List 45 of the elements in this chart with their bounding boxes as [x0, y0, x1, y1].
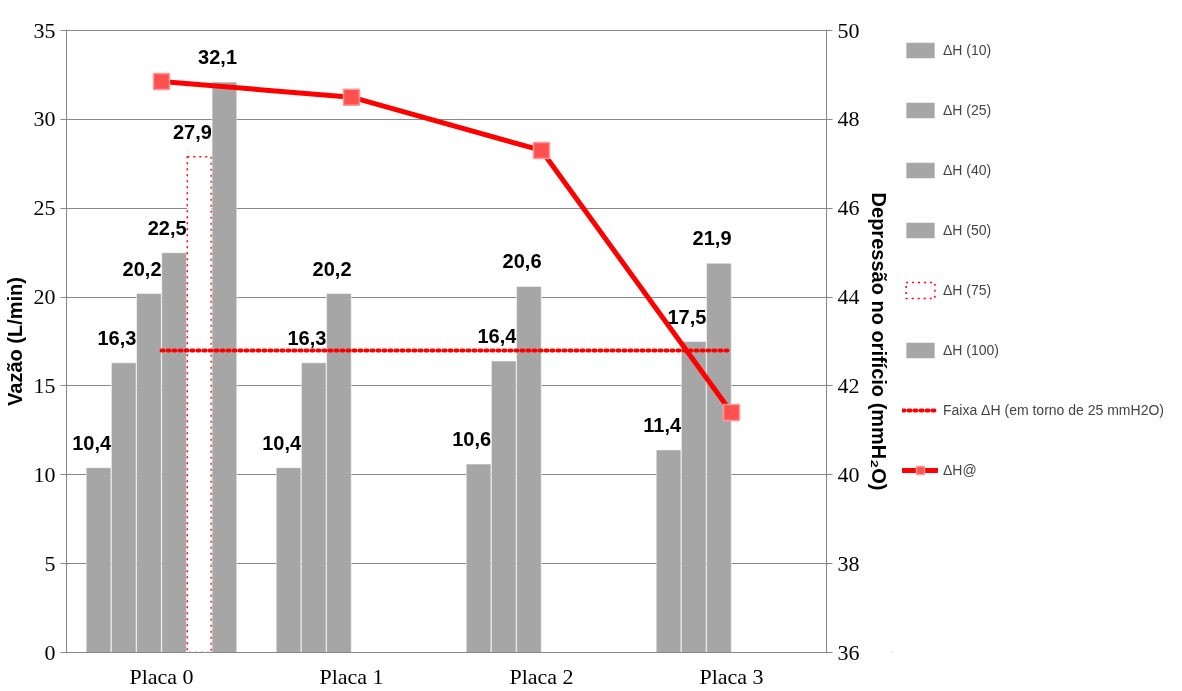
y2-tick-label: 36	[837, 639, 860, 665]
x-tick-label: Placa 1	[319, 663, 384, 689]
y2-tick-label: 38	[837, 550, 860, 576]
legend-label: ΔH@	[943, 462, 977, 478]
data-label: 10,6	[452, 428, 492, 451]
y-tick-label: 10	[33, 461, 56, 487]
legend-label: ΔH (40)	[943, 162, 992, 178]
x-tick-label: Placa 0	[129, 663, 194, 689]
data-label: 32,1	[198, 46, 238, 69]
data-label: 10,4	[72, 431, 113, 454]
x-tick-label: Placa 3	[699, 663, 764, 689]
data-label: 27,9	[172, 120, 212, 143]
y2-tick-label: 50	[837, 17, 860, 43]
y2-tick-label: 42	[837, 372, 860, 398]
data-label: 11,4	[643, 413, 683, 436]
y2-tick-label: 46	[837, 195, 860, 221]
x-tick-label: Placa 2	[509, 663, 574, 689]
data-label: 20,2	[122, 257, 162, 280]
data-label: 20,6	[502, 250, 542, 273]
data-label: 16,4	[477, 325, 518, 348]
data-label: 17,5	[667, 305, 707, 328]
y2-tick-label: 48	[837, 106, 860, 132]
y-tick-label: 20	[33, 284, 56, 310]
data-label: 16,3	[97, 326, 137, 349]
y-tick-label: 0	[44, 639, 56, 665]
legend-label: ΔH (10)	[943, 42, 992, 58]
y-tick-label: 30	[33, 106, 56, 132]
legend-label: ΔH (75)	[943, 282, 992, 298]
data-label: 21,9	[692, 227, 732, 250]
legend-label: ΔH (50)	[943, 222, 992, 238]
y2-tick-label: 44	[837, 284, 860, 310]
data-label: 10,4	[262, 431, 303, 454]
legend-label: Faixa ΔH (em torno de 25 mmH2O)	[943, 402, 1164, 418]
data-label: 22,5	[147, 216, 187, 239]
data-label: 16,3	[287, 326, 327, 349]
y2-axis-title: Depressão no orifício (mmH₂O)	[867, 192, 890, 491]
y-tick-label: 25	[33, 195, 56, 221]
y-tick-label: 15	[33, 372, 56, 398]
y-tick-label: 5	[44, 550, 56, 576]
legend-label: ΔH (25)	[943, 102, 992, 118]
y2-tick-label: 40	[837, 461, 860, 487]
legend-label: ΔH (100)	[943, 342, 1000, 358]
y-axis-title: Vazão (L/min)	[3, 277, 26, 406]
y-tick-label: 35	[33, 17, 56, 43]
data-label: 20,2	[312, 257, 352, 280]
